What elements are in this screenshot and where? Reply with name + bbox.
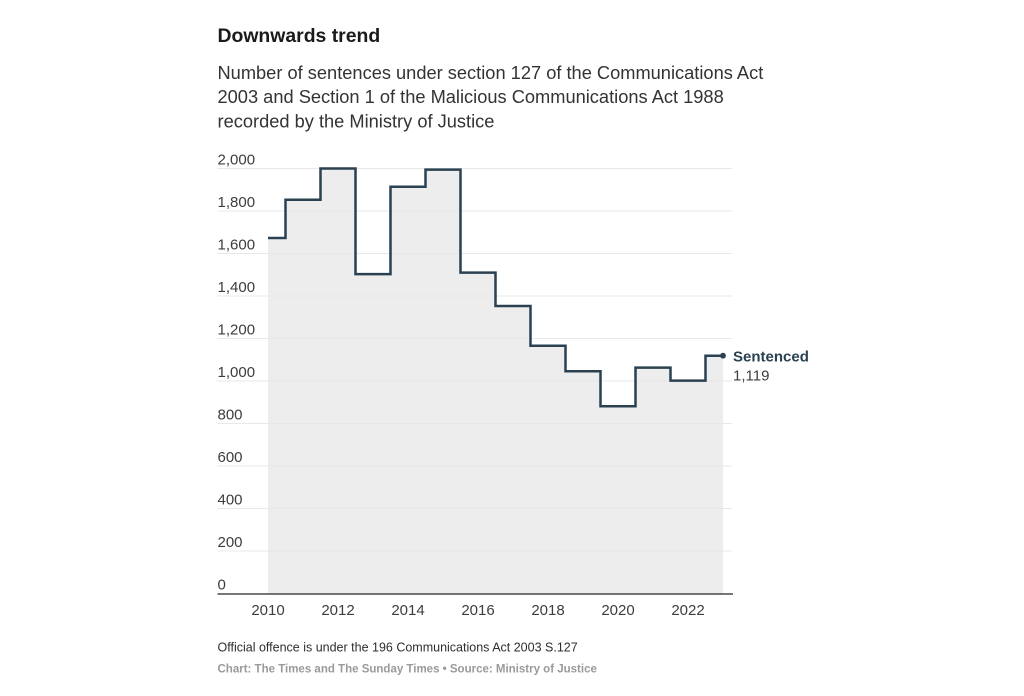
svg-text:0: 0 [218,576,226,593]
svg-text:200: 200 [218,534,243,551]
svg-text:1,200: 1,200 [218,321,256,338]
svg-text:Official offence is under the: Official offence is under the 196 Commun… [218,641,578,655]
svg-text:2018: 2018 [531,602,564,619]
svg-text:2,000: 2,000 [218,151,256,168]
svg-text:1,000: 1,000 [218,364,256,381]
svg-text:400: 400 [218,491,243,508]
svg-text:2010: 2010 [251,602,284,619]
svg-text:Downwards trend: Downwards trend [218,25,381,47]
svg-text:2014: 2014 [391,602,424,619]
svg-text:Number of sentences under sect: Number of sentences under section 127 of… [218,62,764,83]
svg-text:1,400: 1,400 [218,279,256,296]
svg-text:1,800: 1,800 [218,194,256,211]
svg-text:Chart: The Times and The Sunda: Chart: The Times and The Sunday Times • … [218,664,597,676]
svg-text:1,600: 1,600 [218,236,256,253]
svg-text:2022: 2022 [671,602,704,619]
svg-text:2003 and Section 1 of the Mali: 2003 and Section 1 of the Malicious Comm… [218,86,724,107]
svg-text:2020: 2020 [601,602,634,619]
svg-text:1,119: 1,119 [733,368,769,385]
svg-text:2012: 2012 [321,602,354,619]
svg-text:recorded by the Ministry of Ju: recorded by the Ministry of Justice [218,111,495,132]
svg-text:800: 800 [218,406,243,423]
svg-text:600: 600 [218,449,243,466]
svg-text:2016: 2016 [461,602,494,619]
svg-text:Sentenced: Sentenced [733,349,809,366]
